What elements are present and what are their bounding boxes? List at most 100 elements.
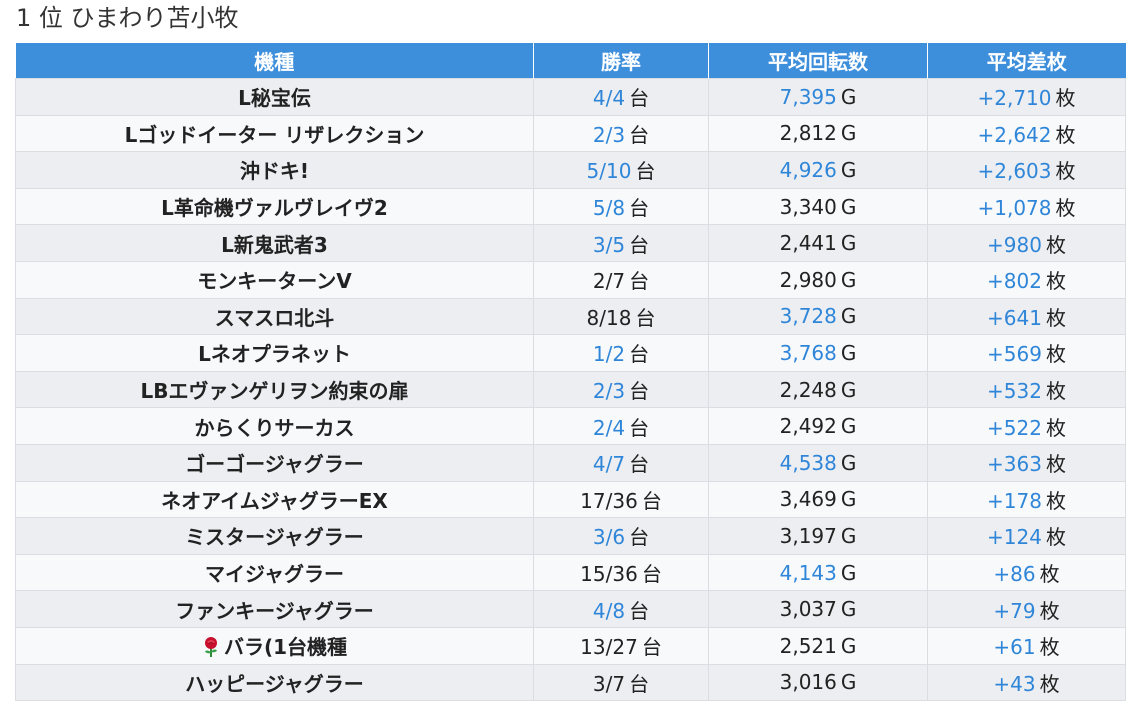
machine-cell[interactable]: L秘宝伝 — [15, 78, 534, 116]
avg-spins-unit: G — [840, 121, 857, 146]
avg-spins-value: 2,980 — [779, 267, 837, 292]
avg-spins-value: 2,441 — [779, 231, 837, 256]
win-rate-value: 5/10 — [586, 159, 632, 184]
avg-diff-unit: 枚 — [1055, 159, 1076, 184]
avg-diff-value: +124 — [987, 525, 1042, 550]
win-rate-cell: 4/4 台 — [533, 78, 709, 116]
avg-spins-unit: G — [840, 670, 857, 695]
win-rate-cell: 13/27 台 — [533, 626, 709, 664]
avg-spins-unit: G — [840, 194, 857, 219]
rose-icon — [202, 636, 220, 658]
table-row: ミスタージャグラー 3/6 台 3,197 G +124 枚 — [15, 517, 1126, 555]
machine-name: モンキーターンV — [197, 269, 352, 294]
avg-spins-value: 2,248 — [779, 377, 837, 402]
page-title: 1 位 ひまわり苫小牧 — [16, 4, 239, 32]
avg-diff-value: +43 — [993, 671, 1036, 696]
avg-spins-unit: G — [840, 597, 857, 622]
machine-cell[interactable]: ネオアイムジャグラーEX — [15, 480, 534, 518]
win-rate-cell: 2/4 台 — [533, 407, 709, 445]
avg-diff-value: +1,078 — [977, 196, 1052, 221]
column-header-win-rate[interactable]: 勝率 — [533, 43, 709, 79]
avg-spins-cell: 2,441 G — [708, 224, 928, 262]
ranking-table: 機種 勝率 平均回転数 平均差枚 L秘宝伝 4/4 台 7,395 G +2,710 枚 Lゴ… — [15, 43, 1126, 702]
avg-diff-unit: 枚 — [1045, 232, 1066, 257]
win-rate-cell: 5/10 台 — [533, 151, 709, 189]
avg-spins-value: 3,728 — [779, 304, 837, 329]
win-rate-cell: 3/7 台 — [533, 663, 709, 702]
win-rate-unit: 台 — [629, 452, 650, 477]
avg-spins-cell: 2,492 G — [708, 407, 928, 445]
avg-diff-unit: 枚 — [1055, 86, 1076, 111]
win-rate-cell: 2/3 台 — [533, 114, 709, 152]
machine-cell[interactable]: Lゴッドイーター リザレクション — [15, 114, 534, 152]
win-rate-value: 1/2 — [592, 342, 626, 367]
avg-diff-cell: +2,710 枚 — [927, 78, 1126, 116]
avg-diff-unit: 枚 — [1045, 305, 1066, 330]
column-header-avg-spins[interactable]: 平均回転数 — [708, 43, 928, 79]
avg-spins-value: 2,812 — [779, 121, 837, 146]
avg-diff-value: +802 — [987, 269, 1042, 294]
column-header-avg-diff[interactable]: 平均差枚 — [927, 43, 1126, 79]
table-row: LBエヴァンゲリヲン約束の扉 2/3 台 2,248 G +532 枚 — [15, 370, 1126, 408]
machine-name: L秘宝伝 — [238, 86, 311, 111]
machine-cell[interactable]: からくりサーカス — [15, 407, 534, 445]
avg-spins-value: 4,143 — [779, 560, 837, 585]
avg-spins-value: 3,768 — [779, 340, 837, 365]
table-header-row: 機種 勝率 平均回転数 平均差枚 — [15, 43, 1126, 79]
machine-name: Lネオプラネット — [198, 342, 351, 367]
machine-cell[interactable]: ミスタージャグラー — [15, 517, 534, 555]
avg-diff-unit: 枚 — [1045, 342, 1066, 367]
column-header-machine[interactable]: 機種 — [15, 43, 534, 79]
avg-spins-unit: G — [840, 487, 857, 512]
avg-spins-cell: 4,926 G — [708, 151, 928, 189]
machine-cell[interactable]: ファンキージャグラー — [15, 590, 534, 628]
avg-spins-cell: 3,037 G — [708, 590, 928, 628]
avg-spins-value: 2,521 — [779, 633, 837, 658]
machine-cell[interactable]: L新鬼武者3 — [15, 224, 534, 262]
machine-cell[interactable]: バラ(1台機種 — [15, 626, 534, 664]
avg-diff-value: +532 — [987, 379, 1042, 404]
avg-diff-value: +178 — [987, 488, 1042, 513]
table-row: L新鬼武者3 3/5 台 2,441 G +980 枚 — [15, 224, 1126, 262]
machine-name: マイジャグラー — [205, 562, 344, 587]
win-rate-unit: 台 — [629, 196, 650, 221]
avg-spins-value: 3,469 — [779, 487, 837, 512]
avg-diff-unit: 枚 — [1039, 635, 1060, 660]
table-row: ファンキージャグラー 4/8 台 3,037 G +79 枚 — [15, 590, 1126, 628]
avg-spins-value: 3,340 — [779, 194, 837, 219]
win-rate-unit: 台 — [629, 598, 650, 623]
machine-cell[interactable]: モンキーターンV — [15, 260, 534, 299]
machine-cell[interactable]: 沖ドキ! — [15, 151, 534, 189]
machine-cell[interactable]: LBエヴァンゲリヲン約束の扉 — [15, 370, 534, 408]
win-rate-value: 4/8 — [592, 598, 626, 623]
win-rate-unit: 台 — [635, 305, 656, 330]
win-rate-value: 15/36 — [580, 562, 638, 587]
avg-diff-value: +363 — [987, 452, 1042, 477]
machine-cell[interactable]: L革命機ヴァルヴレイヴ2 — [15, 187, 534, 225]
table-row: Lネオプラネット 1/2 台 3,768 G +569 枚 — [15, 334, 1126, 372]
win-rate-unit: 台 — [629, 379, 650, 404]
machine-cell[interactable]: マイジャグラー — [15, 553, 534, 591]
win-rate-value: 3/6 — [592, 525, 626, 550]
avg-diff-value: +2,710 — [977, 86, 1052, 111]
win-rate-cell: 4/8 台 — [533, 590, 709, 628]
machine-cell[interactable]: スマスロ北斗 — [15, 297, 534, 335]
table-row: 沖ドキ! 5/10 台 4,926 G +2,603 枚 — [15, 151, 1126, 189]
machine-cell[interactable]: ゴーゴージャグラー — [15, 443, 534, 482]
win-rate-value: 2/3 — [592, 122, 626, 147]
machine-cell[interactable]: ハッピージャグラー — [15, 663, 534, 702]
table-row: ハッピージャグラー 3/7 台 3,016 G +43 枚 — [15, 663, 1126, 702]
avg-spins-cell: 2,980 G — [708, 260, 928, 299]
machine-cell[interactable]: Lネオプラネット — [15, 334, 534, 372]
win-rate-unit: 台 — [629, 122, 650, 147]
avg-spins-value: 3,197 — [779, 523, 837, 548]
avg-diff-value: +79 — [993, 598, 1036, 623]
win-rate-unit: 台 — [629, 525, 650, 550]
avg-diff-value: +2,642 — [977, 122, 1052, 147]
avg-spins-cell: 3,469 G — [708, 480, 928, 518]
win-rate-unit: 台 — [629, 269, 650, 294]
machine-name: スマスロ北斗 — [214, 305, 335, 330]
win-rate-value: 5/8 — [592, 196, 626, 221]
table-row: ネオアイムジャグラーEX 17/36 台 3,469 G +178 枚 — [15, 480, 1126, 518]
avg-spins-cell: 2,248 G — [708, 370, 928, 408]
